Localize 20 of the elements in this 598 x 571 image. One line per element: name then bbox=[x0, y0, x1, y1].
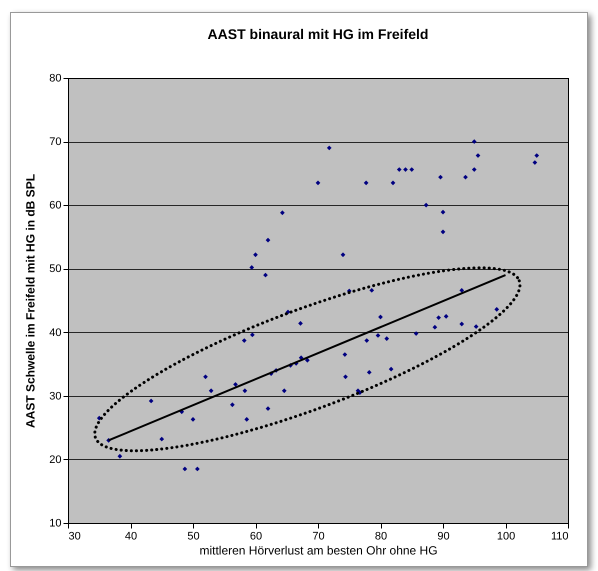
x-tick-label: 100 bbox=[496, 530, 516, 542]
y-axis-title: AAST Schwelle im Freifeld mit HG in dB SPL bbox=[23, 174, 38, 428]
y-tick-label: 60 bbox=[49, 200, 62, 212]
x-tick-label: 30 bbox=[68, 530, 81, 542]
x-axis-title: mittleren Hörverlust am besten Ohr ohne HG bbox=[199, 544, 438, 558]
x-tick-label: 90 bbox=[437, 530, 450, 542]
x-tick-label: 80 bbox=[374, 530, 388, 542]
y-tick-label: 50 bbox=[49, 263, 62, 276]
y-tick-label: 20 bbox=[49, 454, 62, 466]
y-tick-label: 80 bbox=[49, 72, 62, 84]
x-tick-label: 110 bbox=[550, 530, 568, 542]
x-tick-label: 50 bbox=[187, 530, 200, 542]
y-tick-label: 40 bbox=[49, 326, 62, 339]
x-tick-label: 60 bbox=[250, 530, 262, 542]
y-tick-label: 10 bbox=[49, 518, 62, 530]
y-tick-label: 30 bbox=[49, 390, 62, 402]
x-tick-label: 40 bbox=[124, 530, 138, 542]
x-tick-label: 70 bbox=[312, 530, 325, 542]
chart-title: AAST binaural mit HG im Freifeld bbox=[208, 26, 428, 42]
y-tick-label: 70 bbox=[49, 136, 62, 148]
